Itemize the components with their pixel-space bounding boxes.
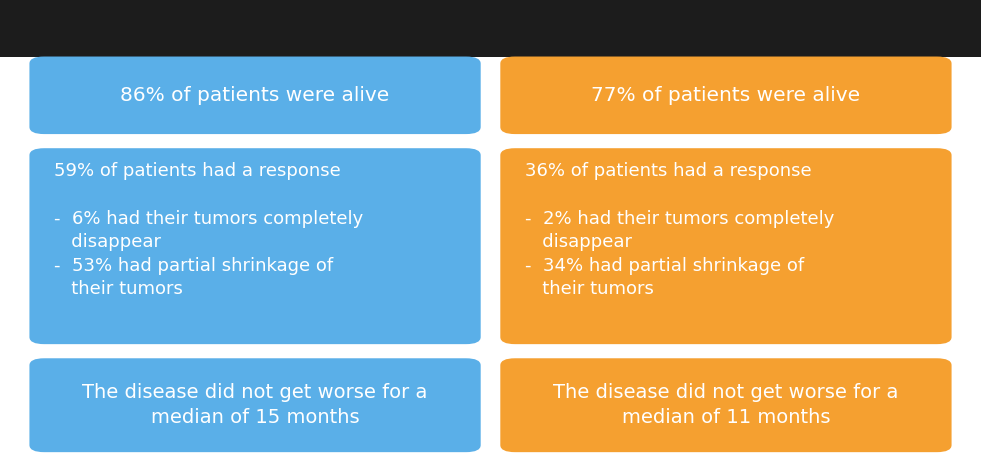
Text: 86% of patients were alive: 86% of patients were alive [121,86,389,105]
FancyBboxPatch shape [500,57,952,134]
Bar [0,0,981,57]
FancyBboxPatch shape [29,57,481,134]
FancyBboxPatch shape [29,148,481,344]
Text: 77% of patients were alive: 77% of patients were alive [592,86,860,105]
FancyBboxPatch shape [29,358,481,452]
Text: 59% of patients had a response

-  6% had their tumors completely
   disappear
-: 59% of patients had a response - 6% had … [54,162,363,298]
FancyBboxPatch shape [500,358,952,452]
Text: The disease did not get worse for a
median of 15 months: The disease did not get worse for a medi… [82,383,428,427]
Text: 36% of patients had a response

-  2% had their tumors completely
   disappear
-: 36% of patients had a response - 2% had … [525,162,834,298]
FancyBboxPatch shape [500,148,952,344]
Text: The disease did not get worse for a
median of 11 months: The disease did not get worse for a medi… [553,383,899,427]
